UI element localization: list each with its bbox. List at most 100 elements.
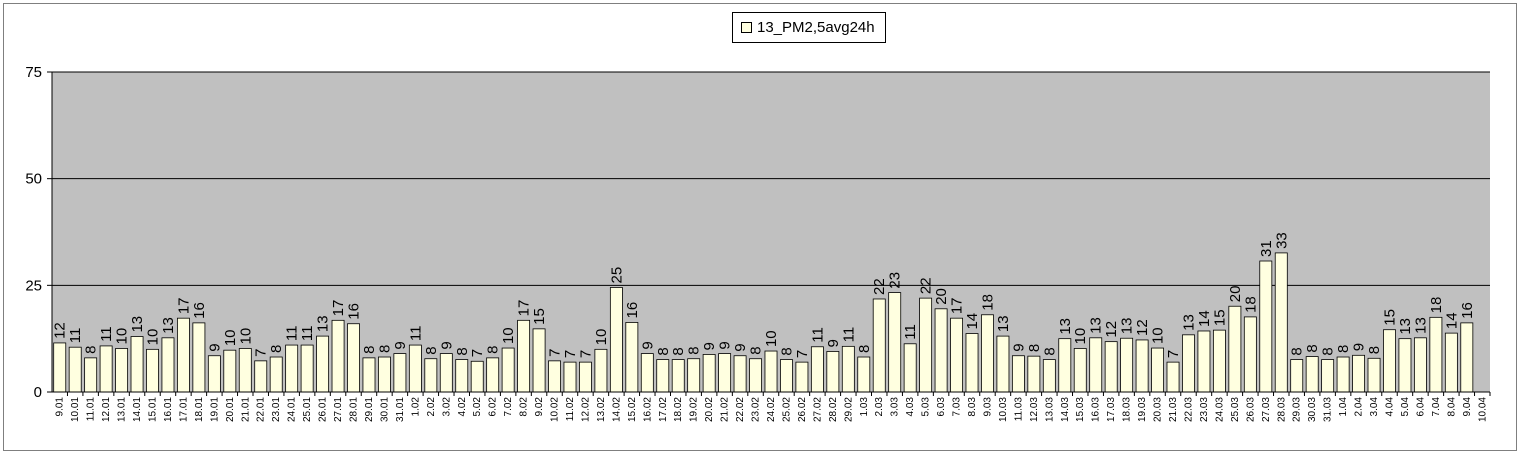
bar	[1413, 337, 1427, 393]
data-label: 10	[237, 328, 254, 345]
x-tick-label: 19.03	[1137, 397, 1148, 422]
x-tick-label: 15.01	[148, 397, 159, 422]
data-label: 13	[1119, 318, 1136, 335]
bar	[1367, 357, 1381, 393]
x-tick-label: 15.02	[627, 397, 638, 422]
data-label: 8	[778, 347, 795, 355]
x-tick-label: 5.04	[1400, 397, 1411, 417]
x-tick-label: 19.01	[209, 397, 220, 422]
x-tick-label: 26.01	[318, 397, 329, 422]
bar	[1460, 322, 1474, 393]
bar	[996, 335, 1010, 393]
x-tick-label: 28.03	[1276, 397, 1287, 422]
data-label: 8	[485, 346, 502, 354]
data-label: 16	[1459, 302, 1476, 319]
x-tick-label: 6.04	[1415, 397, 1426, 417]
bar	[1259, 260, 1273, 393]
bar	[501, 347, 515, 393]
data-label: 12	[52, 322, 69, 339]
data-label: 16	[624, 302, 641, 319]
bar	[1089, 337, 1103, 393]
data-label: 9	[1351, 343, 1368, 351]
bar	[795, 361, 809, 393]
x-tick-label: 31.03	[1323, 397, 1334, 422]
x-tick-label: 13.01	[117, 397, 128, 422]
data-label: 9	[639, 341, 656, 349]
x-tick-label: 19.02	[689, 397, 700, 422]
bar	[176, 317, 190, 393]
bar	[254, 360, 268, 393]
bar	[857, 356, 871, 393]
bar	[888, 292, 902, 393]
bar	[934, 308, 948, 393]
bar	[1429, 316, 1443, 393]
x-tick-label: 10.02	[550, 397, 561, 422]
data-label: 7	[577, 350, 594, 358]
data-label: 22	[918, 277, 935, 294]
x-tick-label: 21.03	[1168, 397, 1179, 422]
data-label: 8	[1366, 346, 1383, 354]
data-label: 8	[748, 346, 765, 354]
bar	[517, 319, 531, 393]
bar	[981, 314, 994, 393]
bar	[563, 361, 577, 393]
x-tick-label: 7.04	[1431, 397, 1442, 417]
bar	[749, 358, 762, 393]
data-label: 11	[840, 327, 857, 343]
x-tick-label: 8.03	[967, 397, 978, 417]
bar	[1042, 359, 1056, 393]
data-label: 7	[794, 350, 811, 358]
bar	[269, 356, 283, 393]
bar	[903, 343, 917, 393]
x-tick-label: 27.01	[333, 397, 344, 422]
x-axis: 9.01 10.01 11.01 12.01 13.01 14.01 15.01 16.01 1…	[52, 391, 1491, 422]
data-label: 10	[222, 329, 239, 346]
x-tick-label: 4.03	[905, 397, 916, 417]
x-tick-label: 18.02	[673, 397, 684, 422]
data-label: 13	[1397, 318, 1414, 335]
data-label: 16	[191, 302, 208, 319]
x-tick-label: 9.03	[982, 397, 993, 417]
x-tick-label: 10.03	[998, 397, 1009, 422]
data-label: 7	[562, 350, 579, 358]
data-label: 17	[516, 300, 533, 317]
data-label: 20	[933, 288, 950, 305]
legend: 13_PM2,5avg24h	[732, 12, 886, 43]
x-tick-label: 16.01	[163, 397, 174, 422]
x-tick-label: 18.01	[194, 397, 205, 422]
bar	[192, 322, 206, 393]
data-label: 7	[547, 349, 564, 357]
x-tick-label: 2.03	[874, 397, 885, 417]
x-tick-label: 9.01	[55, 397, 66, 417]
bar	[455, 359, 469, 393]
data-label: 10	[593, 329, 610, 346]
x-tick-label: 24.03	[1214, 397, 1225, 422]
bar	[1027, 355, 1041, 393]
x-tick-label: 7.02	[503, 397, 514, 417]
y-tick-label: 25	[25, 277, 42, 294]
data-label: 8	[1320, 347, 1337, 355]
data-label: 10	[1072, 328, 1089, 345]
bar	[362, 357, 376, 393]
bar	[1104, 341, 1118, 393]
x-tick-label: 2.02	[426, 397, 437, 417]
data-label: 9	[701, 342, 718, 350]
y-tick-label: 0	[34, 384, 42, 401]
bar	[780, 359, 793, 393]
bar	[1352, 354, 1366, 393]
x-tick-label: 21.01	[240, 397, 251, 422]
x-tick-label: 12.01	[101, 397, 112, 422]
data-label: 14	[964, 313, 981, 330]
bar	[223, 349, 237, 393]
bar	[1182, 334, 1195, 393]
bar	[347, 323, 360, 393]
bar	[1228, 305, 1242, 393]
bar	[1058, 338, 1072, 393]
bar	[1305, 356, 1319, 393]
bar	[718, 353, 732, 393]
x-tick-label: 17.01	[178, 397, 189, 422]
data-label: 8	[1304, 344, 1321, 352]
x-tick-label: 24.02	[766, 397, 777, 422]
x-tick-label: 8.04	[1446, 397, 1457, 417]
